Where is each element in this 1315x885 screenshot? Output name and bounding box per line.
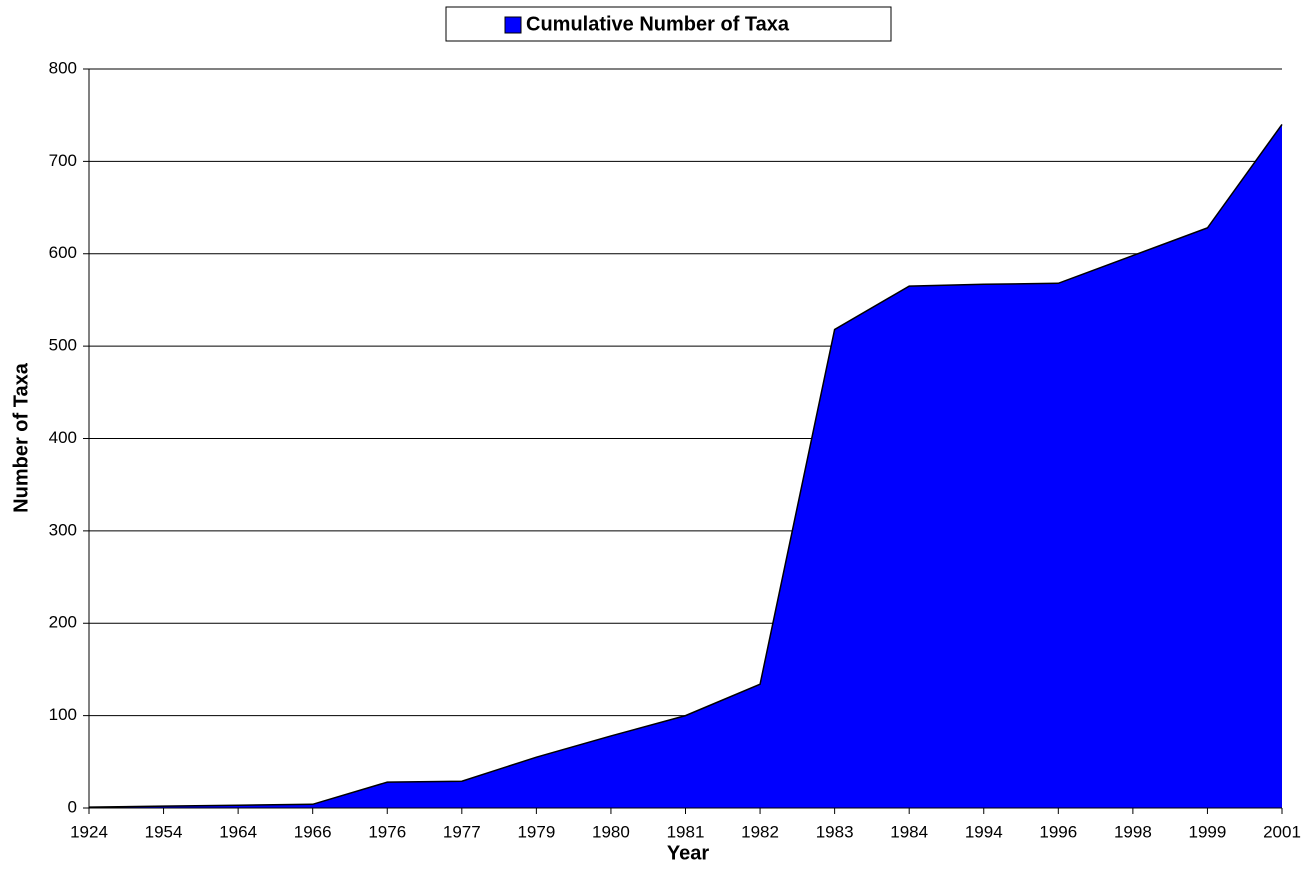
x-tick-label: 1954: [145, 822, 183, 841]
x-tick-label: 1979: [517, 822, 555, 841]
x-tick-label: 1980: [592, 822, 630, 841]
gridlines: [89, 68, 1282, 717]
x-tick-label: 1964: [219, 822, 257, 841]
y-tick-labels: 0 100 200 300 400 500 600 700 800: [49, 58, 77, 816]
x-tick-labels: 1924 1954 1964 1966 1976 1977 1979 1980 1981 1982…: [70, 822, 1301, 841]
x-tick-label: 1924: [70, 822, 108, 841]
y-tick-label: 500: [49, 336, 77, 355]
area-series-fill: [89, 124, 1282, 809]
y-axis-title: Number of Taxa: [10, 362, 32, 513]
x-tick-label: 1998: [1114, 822, 1152, 841]
x-tick-label: 1999: [1189, 822, 1227, 841]
legend: Cumulative Number of Taxa: [445, 6, 892, 42]
x-axis-title: Year: [667, 842, 709, 864]
legend-label: Cumulative Number of Taxa: [526, 13, 790, 35]
x-tick-label: 1977: [443, 822, 481, 841]
y-tick-label: 800: [49, 58, 77, 77]
y-tick-label: 700: [49, 151, 77, 170]
x-tick-label: 1984: [890, 822, 928, 841]
y-tick-label: 100: [49, 705, 77, 724]
x-tick-label: 1981: [667, 822, 705, 841]
x-tick-label: 1982: [741, 822, 779, 841]
y-tick-label: 200: [49, 613, 77, 632]
legend-swatch: [504, 16, 522, 34]
x-tick-label: 1996: [1039, 822, 1077, 841]
x-tick-label: 2001: [1263, 822, 1301, 841]
x-tick-label: 1976: [368, 822, 406, 841]
x-tick-label: 1983: [816, 822, 854, 841]
y-tick-label: 400: [49, 428, 77, 447]
x-tick-label: 1994: [965, 822, 1003, 841]
area-series-outline: [88, 123, 1283, 808]
y-tick-label: 600: [49, 243, 77, 262]
x-tick-label: 1966: [294, 822, 332, 841]
y-tick-label: 300: [49, 520, 77, 539]
axes: [83, 68, 1283, 814]
plot-area: [88, 123, 1283, 809]
y-tick-label: 0: [68, 797, 77, 816]
